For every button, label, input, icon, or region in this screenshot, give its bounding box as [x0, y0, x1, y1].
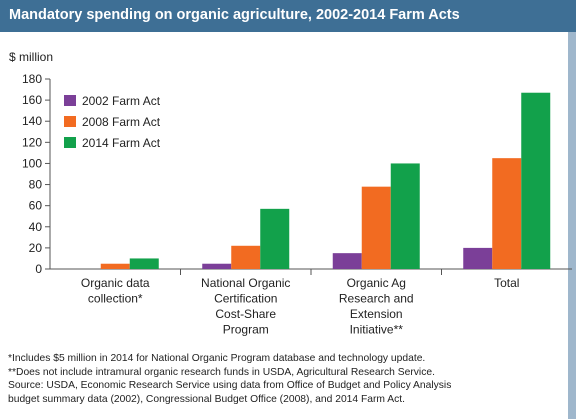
category-label: Organic data [81, 276, 150, 290]
category-label: National Organic [201, 276, 290, 290]
bar-2008-farm-act-3 [492, 158, 522, 269]
y-tick-label: 140 [22, 114, 42, 128]
footnotes: *Includes $5 million in 2014 for Nationa… [8, 352, 568, 406]
legend-swatch [64, 95, 76, 106]
footnote-2: **Does not include intramural organic re… [8, 366, 435, 378]
bar-2014-farm-act-2 [390, 163, 420, 269]
category-label: collection* [88, 292, 143, 306]
footnote-1: *Includes $5 million in 2014 for Nationa… [8, 353, 426, 364]
y-tick-label: 160 [22, 93, 42, 107]
legend-label: 2014 Farm Act [82, 136, 161, 150]
bar-2014-farm-act-3 [521, 92, 551, 269]
y-tick-label: 40 [29, 220, 43, 234]
legend-swatch [64, 137, 76, 148]
legend-swatch [64, 116, 76, 127]
y-tick-label: 180 [22, 72, 42, 86]
bar-2014-farm-act-1 [260, 208, 290, 269]
right-border-strip [568, 32, 576, 419]
y-tick-label: 120 [22, 135, 42, 149]
category-labels: Organic data collection* National Organic C… [81, 276, 520, 337]
category-label: Organic Ag [347, 276, 406, 290]
category-label: Cost-Share [215, 307, 276, 321]
y-tick-label: 60 [29, 199, 43, 213]
y-axis-unit-label: $ million [9, 50, 54, 64]
bar-2008-farm-act-0 [100, 263, 130, 269]
title-bar: Mandatory spending on organic agricultur… [0, 0, 576, 32]
bar-2008-farm-act-2 [361, 186, 391, 269]
category-label: Research and [339, 292, 414, 306]
category-label: Extension [350, 307, 403, 321]
bar-2014-farm-act-0 [129, 258, 159, 269]
legend-label: 2008 Farm Act [82, 115, 161, 129]
legend-label: 2002 Farm Act [82, 94, 161, 108]
y-tick-label: 80 [29, 178, 43, 192]
category-label: Total [494, 276, 519, 290]
bar-2008-farm-act-1 [231, 245, 261, 269]
source-note-2: budget summary data (2002), Congressiona… [8, 393, 406, 405]
category-label: Certification [214, 292, 277, 306]
bar-2002-farm-act-1 [202, 263, 232, 269]
y-tick-label: 0 [35, 262, 42, 276]
category-label: Initiative** [350, 323, 404, 337]
source-note-1: Source: USDA, Economic Research Service … [8, 380, 452, 391]
bars-group [100, 92, 551, 269]
y-tick-label: 100 [22, 156, 42, 170]
legend: 2002 Farm Act 2008 Farm Act 2014 Farm Act [64, 94, 161, 150]
chart-title: Mandatory spending on organic agricultur… [9, 7, 460, 23]
bar-2002-farm-act-2 [332, 253, 362, 269]
category-label: Program [223, 323, 269, 337]
y-tick-label: 20 [29, 241, 43, 255]
bar-2002-farm-act-3 [463, 247, 493, 269]
